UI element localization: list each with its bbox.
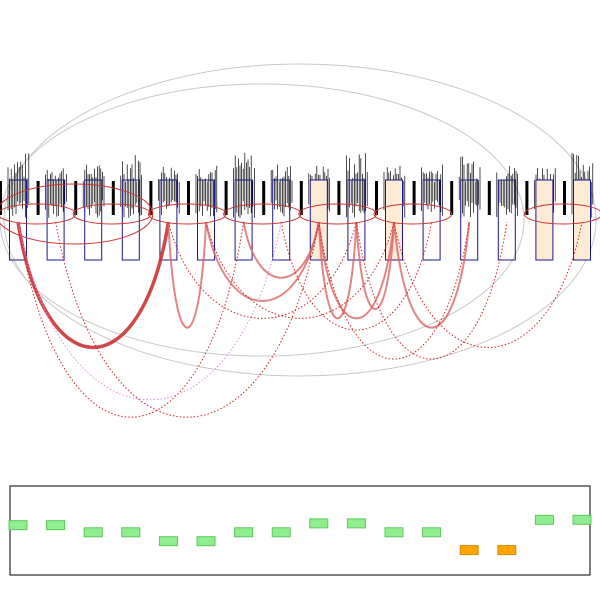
- panel-cell-green: [573, 515, 591, 524]
- separator-bar: [262, 181, 265, 215]
- panel-cell-orange: [498, 546, 516, 555]
- separator-bar: [37, 181, 40, 215]
- node-box: [386, 180, 403, 260]
- panel-cell-green: [235, 528, 253, 537]
- panel-cell-green: [535, 515, 553, 524]
- panel-cell-green: [310, 519, 328, 528]
- panel-cell-green: [197, 537, 215, 546]
- separator-bar: [337, 181, 340, 215]
- panel-cell-green: [272, 528, 290, 537]
- panel-cell-green: [9, 521, 27, 530]
- panel-cell-orange: [460, 546, 478, 555]
- separator-bar: [488, 181, 491, 215]
- panel-cell-green: [47, 521, 65, 530]
- panel-cell-green: [385, 528, 403, 537]
- panel-cell-green: [84, 528, 102, 537]
- separator-bar: [112, 181, 115, 215]
- panel-cell-green: [347, 519, 365, 528]
- node-box: [536, 180, 553, 260]
- panel-cell-green: [122, 528, 140, 537]
- separator-bar: [450, 181, 453, 215]
- node-box: [574, 180, 591, 260]
- panel-cell-green: [423, 528, 441, 537]
- separator-bar: [187, 181, 190, 215]
- separator-bar: [413, 181, 416, 215]
- separator-bar: [563, 181, 566, 215]
- panel-cell-green: [159, 537, 177, 546]
